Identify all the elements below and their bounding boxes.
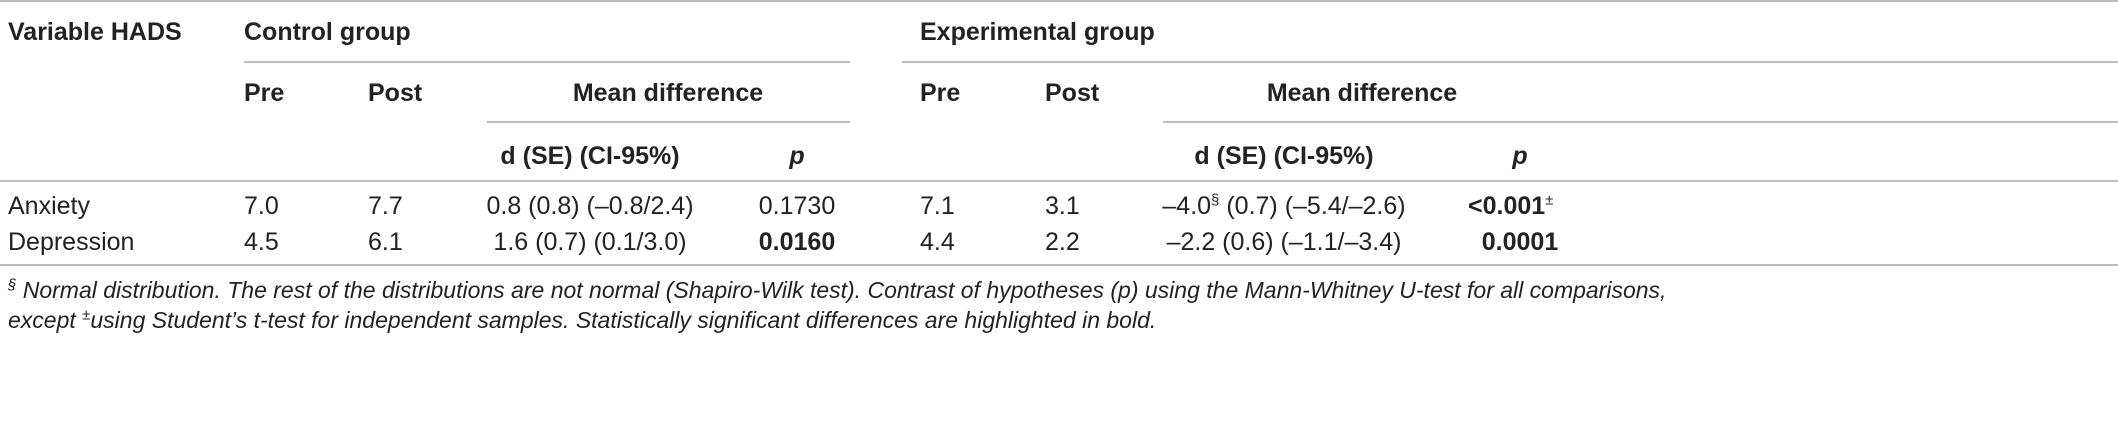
header-control-mean-difference: Mean difference [572, 79, 764, 107]
control-pre-value: 7.0 [244, 192, 279, 220]
header-control-p: p [789, 142, 805, 170]
control-pre-value: 4.5 [244, 228, 279, 256]
exp-post-value: 2.2 [1045, 228, 1080, 256]
footnote-line-2: except ±using Student’s t-test for indep… [8, 306, 1157, 333]
header-exp-pre: Pre [920, 79, 961, 107]
header-variable: Variable HADS [8, 18, 182, 46]
row-variable: Depression [8, 228, 135, 256]
footnote-mark-2: ± [82, 306, 91, 324]
header-experimental-group: Experimental group [920, 18, 1155, 46]
control-group-rule [244, 61, 850, 63]
control-d-value: 1.6 (0.7) (0.1/3.0) [493, 228, 687, 256]
footnote-mark-1: § [8, 276, 17, 294]
header-bottom-rule [0, 180, 2118, 182]
header-control-post: Post [368, 79, 423, 107]
header-exp-p: p [1512, 142, 1528, 170]
table-top-rule [0, 0, 2118, 2]
table-footnote: § Normal distribution. The rest of the d… [8, 275, 2108, 335]
exp-d-value: –2.2 (0.6) (–1.1/–3.4) [1166, 228, 1402, 256]
exp-p-number: 0.001 [1482, 192, 1546, 220]
exp-pre-value: 7.1 [920, 192, 955, 220]
student-test-mark: ± [1545, 191, 1554, 209]
experimental-group-rule [902, 61, 2118, 63]
exp-p-prefix: < [1468, 192, 1483, 220]
exp-d-rest: (0.7) (–5.4/–2.6) [1219, 192, 1406, 220]
table-bottom-rule [0, 264, 2118, 266]
exp-p-value: <0.001± [1468, 192, 1553, 221]
exp-mean-diff-rule [1163, 121, 2118, 123]
header-exp-d: d (SE) (CI-95%) [1194, 142, 1374, 170]
control-post-value: 6.1 [368, 228, 403, 256]
control-d-value: 0.8 (0.8) (–0.8/2.4) [486, 192, 694, 220]
exp-post-value: 3.1 [1045, 192, 1080, 220]
exp-d-value: –4.0§ (0.7) (–5.4/–2.6) [1162, 192, 1405, 221]
header-control-d: d (SE) (CI-95%) [500, 142, 680, 170]
control-post-value: 7.7 [368, 192, 403, 220]
normal-distribution-mark: § [1211, 191, 1220, 209]
footnote-line-1: § Normal distribution. The rest of the d… [8, 276, 1667, 303]
header-exp-post: Post [1045, 79, 1100, 107]
header-control-pre: Pre [244, 79, 285, 107]
control-p-value: 0.0160 [758, 228, 836, 256]
exp-pre-value: 4.4 [920, 228, 955, 256]
header-exp-mean-difference: Mean difference [1266, 79, 1458, 107]
row-variable: Anxiety [8, 192, 90, 220]
control-p-value: 0.1730 [758, 192, 836, 220]
exp-p-value: 0.0001 [1481, 228, 1559, 256]
header-control-group: Control group [244, 18, 411, 46]
exp-d-number: –4.0 [1162, 192, 1212, 220]
control-mean-diff-rule [487, 121, 850, 123]
